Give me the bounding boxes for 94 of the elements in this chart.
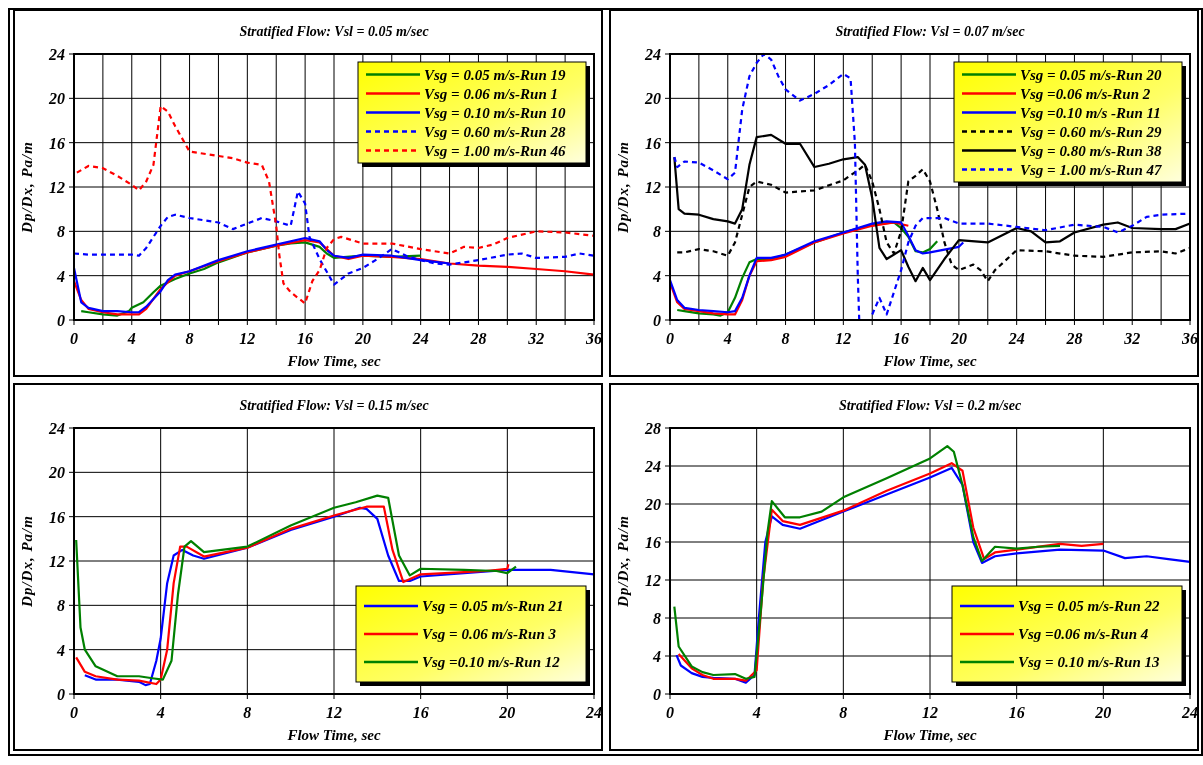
y-tick-label: 8 <box>57 597 65 615</box>
legend-label: Vsg = 0.60 m/s-Run 29 <box>1020 123 1162 140</box>
y-tick-label: 16 <box>49 134 65 152</box>
y-tick-label: 20 <box>48 464 65 482</box>
y-tick-label: 0 <box>653 686 661 703</box>
x-axis-title: Flow Time, sec <box>882 353 977 369</box>
legend-label: Vsg = 0.80 m/s-Run 38 <box>1020 142 1162 159</box>
y-tick-label: 0 <box>57 686 65 703</box>
legend-label: Vsg = 0.05 m/s-Run 21 <box>422 598 564 614</box>
x-tick-label: 8 <box>185 330 194 347</box>
line-series <box>83 506 596 687</box>
x-tick-label: 12 <box>239 330 256 347</box>
x-tick-label: 4 <box>751 704 761 721</box>
y-tick-label: 20 <box>644 90 661 108</box>
x-tick-label: 4 <box>722 330 732 347</box>
x-tick-label: 36 <box>1181 330 1198 347</box>
y-tick-label: 4 <box>652 648 661 665</box>
x-tick-label: 28 <box>469 330 487 347</box>
y-tick-label: 4 <box>652 267 661 285</box>
x-tick-label: 0 <box>70 704 78 721</box>
y-tick-label: 20 <box>644 496 661 513</box>
legend-label: Vsg = 1.00 m/s-Run 46 <box>424 142 566 159</box>
y-tick-label: 12 <box>645 179 661 196</box>
legend-label: Vsg = 0.10 m/s-Run 13 <box>1018 654 1160 670</box>
y-tick-label: 16 <box>645 534 661 551</box>
legend-label: Vsg = 0.06 m/s-Run 3 <box>422 626 557 642</box>
x-tick-label: 12 <box>326 704 342 721</box>
x-tick-label: 24 <box>1181 704 1198 721</box>
x-tick-label: 20 <box>353 330 371 347</box>
y-tick-label: 0 <box>653 312 661 329</box>
y-tick-label: 8 <box>653 223 661 241</box>
y-tick-label: 16 <box>49 508 65 526</box>
y-tick-label: 0 <box>57 312 65 329</box>
x-tick-label: 36 <box>585 330 602 347</box>
x-tick-label: 24 <box>585 704 602 721</box>
legend-label: Vsg =0.06 m/s-Run 2 <box>1020 85 1151 102</box>
legend-label: Vsg = 1.00 m/s-Run 47 <box>1020 161 1162 178</box>
y-axis-title: Dp/Dx, Pa/m <box>19 141 35 234</box>
legend-label: Vsg =0.10 m/s -Run 11 <box>1020 104 1161 121</box>
y-tick-label: 20 <box>48 90 65 108</box>
x-axis-title: Flow Time, sec <box>286 353 381 369</box>
legend-label: Vsg = 0.06 m/s-Run 1 <box>424 85 558 102</box>
y-tick-label: 16 <box>645 134 661 152</box>
x-tick-label: 12 <box>835 330 852 347</box>
chart-title: Stratified Flow: Vsl = 0.07 m/sec <box>835 24 1026 39</box>
x-axis-title: Flow Time, sec <box>286 727 381 743</box>
y-tick-label: 24 <box>48 46 65 63</box>
x-tick-label: 32 <box>527 330 545 347</box>
chart-title: Stratified Flow: Vsl = 0.05 m/sec <box>239 24 430 39</box>
x-tick-label: 8 <box>781 330 790 347</box>
x-tick-label: 12 <box>922 704 938 721</box>
x-tick-label: 32 <box>1123 330 1141 347</box>
x-tick-label: 20 <box>498 704 516 721</box>
y-tick-label: 24 <box>644 46 661 63</box>
y-tick-label: 24 <box>644 458 661 475</box>
y-tick-label: 12 <box>645 572 661 589</box>
y-tick-label: 8 <box>57 223 65 241</box>
x-tick-label: 20 <box>1094 704 1112 721</box>
legend-label: Vsg = 0.60 m/s-Run 28 <box>424 123 566 140</box>
y-tick-label: 28 <box>644 420 661 437</box>
x-tick-label: 24 <box>411 330 429 347</box>
y-tick-label: 12 <box>49 553 65 570</box>
x-tick-label: 28 <box>1065 330 1083 347</box>
x-tick-label: 4 <box>155 704 165 721</box>
legend-label: Vsg =0.10 m/s-Run 12 <box>422 654 561 670</box>
x-tick-label: 16 <box>412 704 429 721</box>
y-axis-title: Dp/Dx, Pa/m <box>615 141 631 234</box>
legend-label: Vsg = 0.10 m/s-Run 10 <box>424 104 566 121</box>
y-tick-label: 12 <box>49 179 65 196</box>
x-tick-label: 16 <box>893 330 910 347</box>
x-axis-title: Flow Time, sec <box>882 727 977 743</box>
x-tick-label: 8 <box>243 704 252 721</box>
y-tick-label: 8 <box>653 610 661 627</box>
chart-title: Stratified Flow: Vsl = 0.2 m/sec <box>838 398 1022 413</box>
legend-label: Vsg = 0.05 m/s-Run 22 <box>1018 598 1160 614</box>
x-tick-label: 0 <box>666 704 674 721</box>
y-axis-title: Dp/Dx, Pa/m <box>19 515 35 608</box>
y-tick-label: 24 <box>48 420 65 437</box>
legend-label: Vsg = 0.05 m/s-Run 19 <box>424 66 566 83</box>
legend-label: Vsg = 0.05 m/s-Run 20 <box>1020 66 1162 83</box>
x-tick-label: 4 <box>126 330 136 347</box>
x-tick-label: 20 <box>949 330 967 347</box>
chart-title: Stratified Flow: Vsl = 0.15 m/sec <box>239 398 430 413</box>
x-tick-label: 8 <box>839 704 848 721</box>
y-axis-title: Dp/Dx, Pa/m <box>615 515 631 608</box>
line-series <box>675 466 1192 684</box>
x-tick-label: 16 <box>1008 704 1025 721</box>
x-tick-label: 0 <box>666 330 674 347</box>
y-tick-label: 4 <box>56 267 65 285</box>
x-tick-label: 16 <box>297 330 314 347</box>
x-tick-label: 24 <box>1007 330 1025 347</box>
legend-label: Vsg =0.06 m/s-Run 4 <box>1018 626 1149 642</box>
y-tick-label: 4 <box>56 641 65 659</box>
x-tick-label: 0 <box>70 330 78 347</box>
